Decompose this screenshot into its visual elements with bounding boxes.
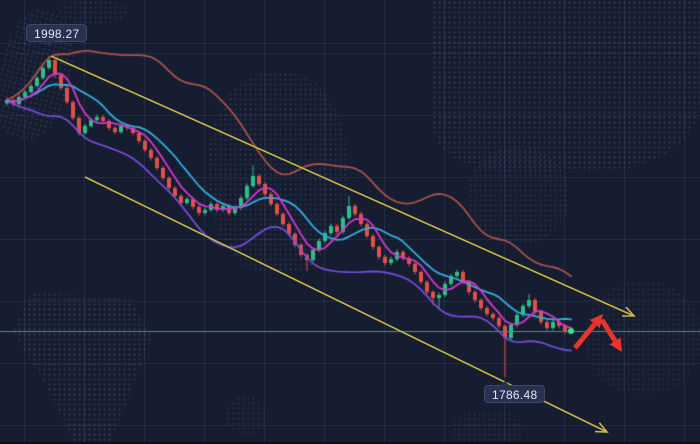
high-price-text: 1998.27 <box>34 27 80 41</box>
high-price-label[interactable]: 1998.27 <box>26 24 88 46</box>
low-price-text: 1786.48 <box>492 388 538 402</box>
bottom-edge <box>0 442 700 444</box>
low-price-label[interactable]: 1786.48 <box>484 381 546 403</box>
